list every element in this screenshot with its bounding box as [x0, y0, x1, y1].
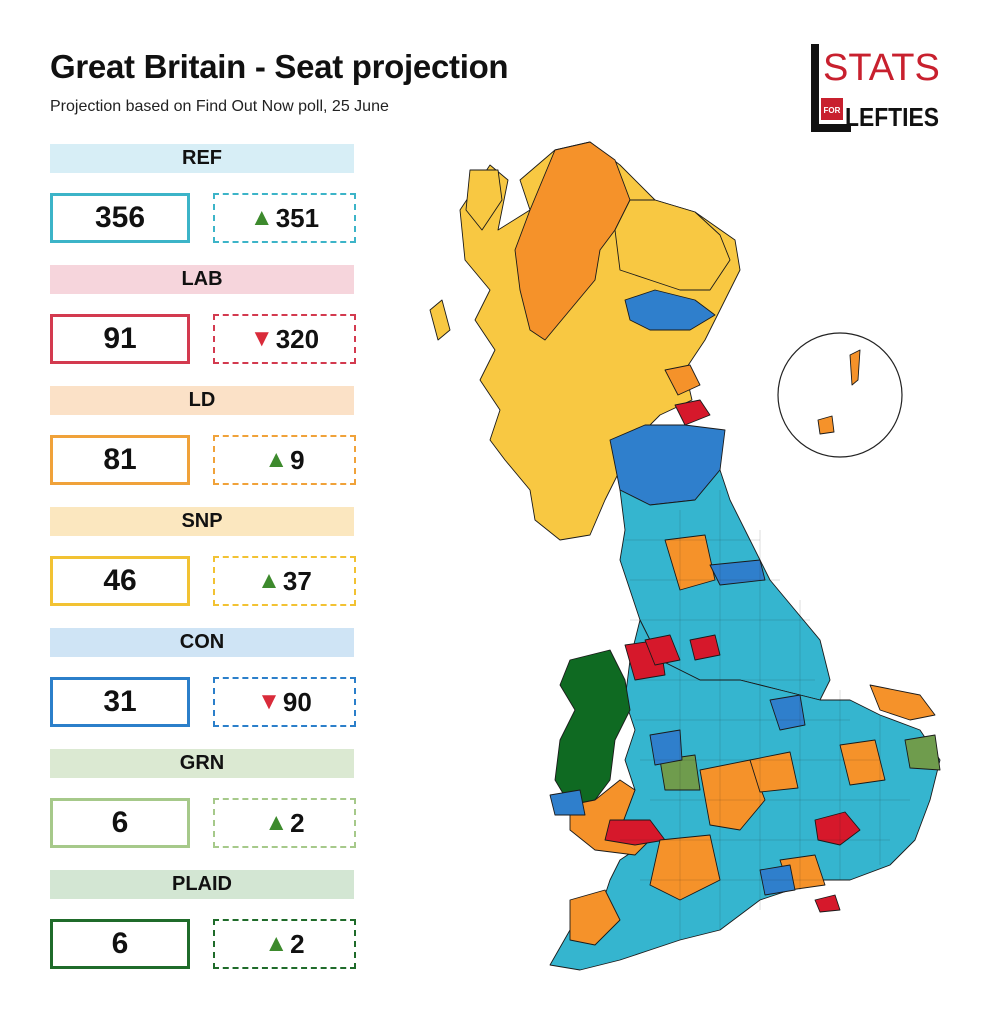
party-block-grn: GRN 6 ▲2 — [50, 749, 356, 848]
party-name: PLAID — [50, 870, 354, 899]
triangle-down-icon: ▼ — [249, 325, 274, 352]
seat-change-value: 9 — [290, 445, 305, 475]
page-subtitle: Projection based on Find Out Now poll, 2… — [50, 98, 389, 115]
skye-island — [465, 169, 503, 231]
party-name: SNP — [50, 507, 354, 536]
triangle-down-icon: ▼ — [257, 688, 281, 715]
lab-patch-liverpool — [644, 634, 681, 666]
logo-text-top: STATS — [823, 47, 940, 89]
grn-patch-suffolk — [904, 734, 941, 771]
triangle-up-icon: ▲ — [264, 446, 289, 473]
grn-patch-hereford — [659, 754, 701, 791]
party-name: REF — [50, 144, 354, 173]
seat-change-value: 37 — [282, 566, 312, 596]
shetland-islands — [849, 349, 861, 386]
seat-change: ▼320 — [213, 314, 356, 364]
lab-patch-london — [814, 811, 861, 846]
constituency-map — [429, 141, 941, 971]
seat-change-value: 90 — [282, 687, 312, 717]
lab-patch-manchester — [689, 634, 721, 661]
ld-patch-lakes — [664, 534, 716, 591]
ld-patch-oxford — [749, 751, 799, 793]
seat-count: 356 — [50, 193, 190, 243]
seat-count: 6 — [50, 798, 190, 848]
triangle-up-icon: ▲ — [264, 930, 289, 957]
ld-patch-cambridge — [839, 739, 886, 786]
stats-for-lefties-logo: STATS FOR LEFTIES — [811, 44, 940, 132]
con-patch-aberdeenshire — [624, 289, 716, 331]
party-block-ld: LD 81 ▲9 — [50, 386, 356, 485]
party-block-plaid: PLAID 6 ▲2 — [50, 870, 356, 969]
lab-patch-brighton — [814, 894, 841, 913]
party-name: CON — [50, 628, 354, 657]
shetland-inset-circle — [777, 332, 903, 458]
ld-patch-cotswolds — [699, 759, 766, 831]
con-patch-hampshire — [759, 864, 796, 896]
seat-change: ▲9 — [213, 435, 356, 485]
northeast-region — [614, 199, 731, 291]
seat-change: ▲37 — [213, 556, 356, 606]
logo-text-for: FOR — [824, 106, 841, 115]
seat-change-value: 2 — [290, 929, 305, 959]
seat-change-value: 2 — [290, 808, 305, 838]
con-patch-pembroke — [549, 789, 586, 816]
party-name: LD — [50, 386, 354, 415]
ld-patch-fife — [664, 364, 701, 396]
seat-change: ▼90 — [213, 677, 356, 727]
lab-patch-edinburgh — [674, 399, 711, 426]
con-patch-lincolnshire — [769, 694, 806, 731]
seat-count: 46 — [50, 556, 190, 606]
triangle-up-icon: ▲ — [257, 567, 281, 594]
ld-patch-devon — [569, 889, 621, 946]
ld-patch-somerset — [649, 834, 721, 901]
page-title: Great Britain - Seat projection — [50, 48, 509, 85]
party-block-snp: SNP 46 ▲37 — [50, 507, 356, 606]
con-patch-shropshire — [649, 729, 683, 766]
seat-change: ▲2 — [213, 798, 356, 848]
party-block-lab: LAB 91 ▼320 — [50, 265, 356, 364]
highlands-region — [514, 141, 631, 341]
ld-patch-norfolk-coast — [869, 684, 936, 721]
seat-count: 31 — [50, 677, 190, 727]
party-block-ref: REF 356 ▲351 — [50, 144, 356, 243]
seat-change-value: 320 — [275, 324, 320, 354]
orkney-islands — [817, 415, 835, 435]
party-block-con: CON 31 ▼90 — [50, 628, 356, 727]
logo-text-bottom: LEFTIES — [845, 102, 939, 132]
party-name: GRN — [50, 749, 354, 778]
seat-change: ▲2 — [213, 919, 356, 969]
party-name: LAB — [50, 265, 354, 294]
con-patch-dales — [709, 559, 766, 586]
triangle-up-icon: ▲ — [249, 204, 274, 231]
seat-count: 6 — [50, 919, 190, 969]
hebrides-island — [429, 299, 451, 341]
lab-patch-south-wales — [604, 819, 666, 846]
seat-count: 91 — [50, 314, 190, 364]
triangle-up-icon: ▲ — [264, 809, 289, 836]
seat-count: 81 — [50, 435, 190, 485]
seat-change: ▲351 — [213, 193, 356, 243]
seat-change-value: 351 — [275, 203, 320, 233]
